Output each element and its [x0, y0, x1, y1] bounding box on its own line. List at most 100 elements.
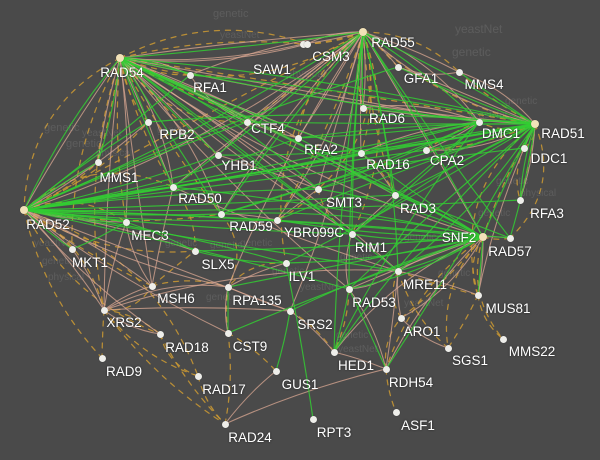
network-node-rad17[interactable] [194, 372, 202, 380]
network-node-saw1[interactable] [299, 40, 307, 48]
network-edge [458, 71, 536, 125]
network-edge [333, 121, 480, 353]
network-edge [23, 121, 149, 211]
network-node-mms4[interactable] [455, 68, 463, 76]
network-node-aro1[interactable] [397, 314, 405, 322]
network-node-cst9[interactable] [224, 329, 232, 337]
network-edge [362, 31, 484, 238]
network-node-rad16[interactable] [357, 149, 365, 157]
network-node-rpa135[interactable] [224, 283, 232, 291]
network-node-mec3[interactable] [122, 218, 130, 226]
network-node-mre11[interactable] [394, 267, 402, 275]
network-node-rad53[interactable] [345, 285, 353, 293]
network-node-ctf4[interactable] [243, 118, 251, 126]
network-edge [224, 368, 387, 425]
network-edge [94, 57, 121, 311]
network-node-rad57[interactable] [506, 234, 514, 242]
network-node-smt3[interactable] [314, 185, 322, 193]
network-edge [23, 209, 161, 335]
network-node-rad24[interactable] [221, 420, 229, 428]
network-edge [23, 209, 229, 288]
network-node-rad59[interactable] [217, 210, 225, 218]
network-edge [119, 57, 536, 125]
network-edge [23, 154, 219, 211]
network-edge [397, 66, 460, 75]
network-node-mkt1[interactable] [68, 245, 76, 253]
network-edge [159, 333, 226, 425]
network-edge [23, 57, 121, 211]
network-node-cpa2[interactable] [422, 146, 430, 154]
network-edge [23, 161, 99, 211]
network-node-rpt3[interactable] [309, 415, 317, 423]
network-edge [23, 121, 480, 211]
network-edge [289, 236, 484, 312]
network-node-rad18[interactable] [156, 330, 164, 338]
network-edge [189, 74, 536, 125]
network-edge [509, 123, 545, 239]
network-edge [362, 31, 480, 123]
network-edge [276, 31, 364, 221]
network-edge [397, 66, 536, 125]
network-edge [385, 270, 399, 370]
network-node-rfa3[interactable] [516, 196, 524, 204]
network-edge [220, 121, 480, 215]
network-node-mms1[interactable] [94, 158, 102, 166]
network-node-asf1[interactable] [392, 408, 400, 416]
network-node-csm3[interactable] [303, 40, 311, 48]
network-edge [23, 209, 103, 359]
network-edge [275, 310, 291, 372]
network-node-srs2[interactable] [286, 307, 294, 315]
network-edge [119, 57, 480, 123]
network-node-ybr099c[interactable] [273, 216, 281, 224]
network-node-slx5[interactable] [191, 247, 199, 255]
network-node-yhb1[interactable] [214, 151, 222, 159]
network-edge [197, 375, 226, 425]
network-edge [458, 71, 536, 125]
network-node-snf2[interactable] [479, 233, 487, 241]
network-node-rad50[interactable] [169, 183, 177, 191]
network-edge [385, 123, 536, 370]
network-node-mms22[interactable] [499, 335, 507, 343]
network-edge [125, 221, 196, 252]
network-node-rad6[interactable] [359, 104, 367, 112]
network-node-xrs2[interactable] [100, 306, 108, 314]
network-edge [103, 57, 121, 311]
network-edge [151, 186, 174, 287]
network-node-msh6[interactable] [148, 282, 156, 290]
network-node-rad52[interactable] [20, 206, 28, 214]
network-node-dmc1[interactable] [475, 118, 483, 126]
network-node-rad9[interactable] [98, 354, 106, 362]
network-edge [351, 121, 480, 235]
network-edge [23, 209, 73, 250]
network-node-rfa2[interactable] [294, 134, 302, 142]
network-node-ddc1[interactable] [520, 144, 528, 152]
network-node-mus81[interactable] [474, 291, 482, 299]
network-node-rpb2[interactable] [144, 118, 152, 126]
network-node-rfa1[interactable] [186, 71, 194, 79]
network-node-hed1[interactable] [330, 348, 338, 356]
network-edge [172, 31, 364, 188]
network-edge [172, 186, 484, 238]
network-edge [333, 288, 350, 353]
network-edge [317, 121, 480, 190]
network-node-rad51[interactable] [531, 120, 539, 128]
network-edge [172, 121, 480, 188]
network-node-rim1[interactable] [348, 230, 356, 238]
network-edge [119, 41, 304, 59]
network-node-sgs1[interactable] [444, 344, 452, 352]
network-edge [362, 31, 460, 73]
network-edge [23, 209, 127, 223]
network-node-rad55[interactable] [359, 28, 367, 36]
network-edge [224, 332, 231, 425]
network-edge [103, 285, 153, 311]
network-node-ilv1[interactable] [282, 259, 290, 267]
network-node-rad3[interactable] [391, 191, 399, 199]
network-node-rad54[interactable] [116, 54, 124, 62]
network-node-rdh54[interactable] [382, 365, 390, 373]
network-edge [23, 209, 229, 334]
network-edge [119, 31, 364, 59]
network-node-gus1[interactable] [272, 367, 280, 375]
network-edge [172, 186, 196, 252]
network-node-gfa1[interactable] [394, 63, 402, 71]
